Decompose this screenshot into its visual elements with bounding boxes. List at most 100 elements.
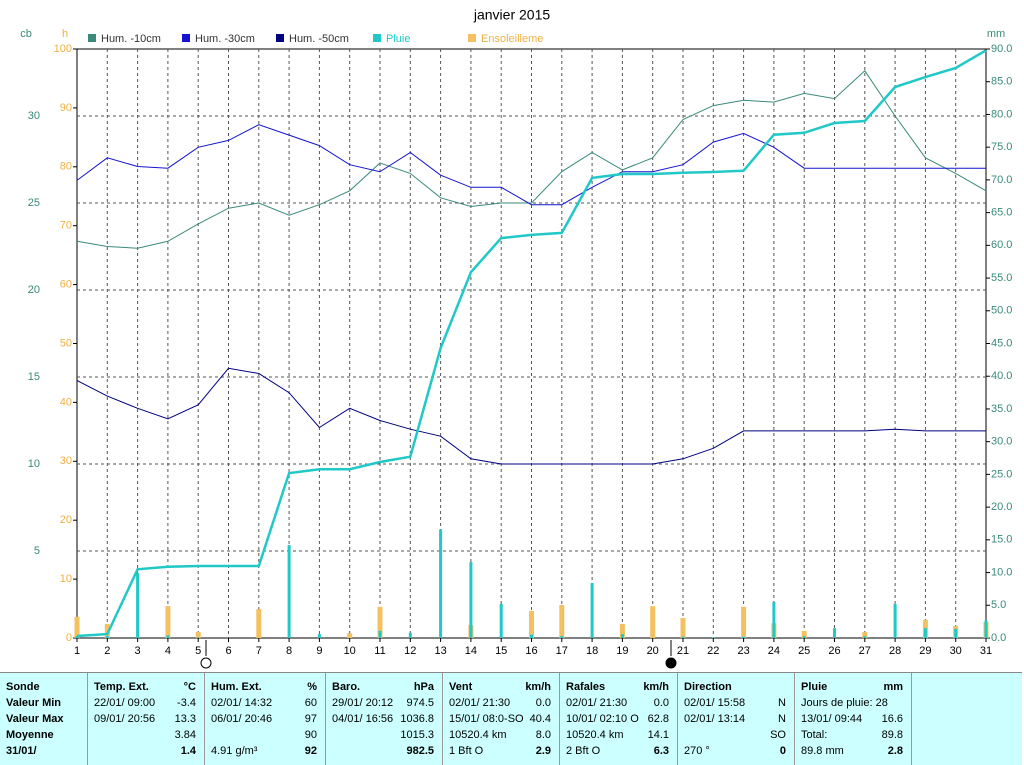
bar [165,606,171,638]
bar [469,562,473,638]
bar [166,635,170,638]
x-tick-label: 17 [556,645,568,657]
y2-tick-label: 90.0 [991,43,1012,55]
bar [317,634,321,638]
y3-tick-label: 10 [60,573,72,585]
x-tick-label: 19 [616,645,628,657]
cell-left: 10/01/ 02:10 O [566,713,639,725]
x-tick-label: 21 [677,645,689,657]
legend-label: Pluie [386,33,410,45]
cell-left: 10520.4 km [449,729,507,741]
bar [195,632,201,638]
panel-unit: °C [183,681,196,693]
bar [196,637,200,638]
x-tick-label: 20 [647,645,659,657]
x-tick-label: 30 [950,645,962,657]
y3-tick-label: 50 [60,337,72,349]
y2-tick-label: 75.0 [991,141,1012,153]
y-tick-label: 10 [28,458,40,470]
x-tick-label: 25 [798,645,810,657]
y2-tick-label: 50.0 [991,305,1012,317]
cell-right: 14.1 [647,729,669,741]
cell-left: 1 Bft O [449,745,484,757]
cell-right: 1.4 [180,745,196,757]
x-tick-label: 12 [404,645,416,657]
y2-tick-label: 35.0 [991,403,1012,415]
legend-label: Hum. -30cm [195,33,255,45]
bar [923,628,927,638]
cell-left: 13/01/ 09:44 [801,713,863,725]
cell-right: 60 [304,697,317,709]
cell-right: 13.3 [174,713,196,725]
panel: Baro. hPa 29/01/ 20:12 974.5 04/01/ 16:56 103… [326,673,443,765]
cell-left: 02/01/ 14:32 [211,697,273,709]
bar [105,636,109,638]
bar [620,634,624,638]
bar [74,616,80,638]
x-tick-label: 11 [374,645,385,657]
x-tick-label: 26 [828,645,840,657]
cell-right: 974.5 [406,697,434,709]
bar [75,636,79,638]
bar [560,636,564,638]
x-tick-label: 23 [737,645,749,657]
y2-tick-label: 30.0 [991,436,1012,448]
cell-right: SO [770,729,786,741]
panel-unit: km/h [525,681,551,693]
cell-right: 40.4 [529,713,551,725]
row-label: Moyenne [6,729,54,741]
cell-right: 90 [304,729,317,741]
y-tick-label: 30 [28,110,40,122]
y-tick-label: 5 [34,545,40,557]
cell-right: 0 [779,745,786,757]
x-tick-label: 9 [316,645,322,657]
cell-left: 02/01/ 13:14 [684,713,746,725]
cell-left: 02/01/ 21:30 [449,697,511,709]
cell-left: 02/01/ 21:30 [566,697,628,709]
panel-title: Pluie [801,681,828,693]
x-tick-label: 2 [104,645,110,657]
bar [833,628,836,638]
bar [287,545,291,638]
x-tick-label: 1 [74,645,80,657]
cell-right: 16.6 [881,713,903,725]
legend-swatch [468,34,476,42]
bar [772,602,776,638]
summary-table: Sonde Valeur Min Valeur Max Moyenne 31/01/Te… [0,672,1022,765]
bar [590,583,594,638]
y2-tick-label: 10.0 [991,566,1012,578]
bar [862,632,868,638]
panel: Temp. Ext. °C 22/01/ 09:00 -3.4 09/01/ 20:56… [88,673,205,765]
cell-left: 15/01/ 08:0-SO [449,713,524,725]
chart-title: janvier 2015 [473,7,550,23]
cell-right: 982.5 [406,745,434,757]
bar [984,620,988,638]
legend-swatch [373,34,381,42]
cell-right: 97 [304,713,317,725]
y2-tick-label: 45.0 [991,337,1012,349]
bar [136,573,140,638]
bar [741,606,747,638]
cell-right: 8.0 [535,729,551,741]
panel-unit: hPa [413,681,434,693]
x-tick-label: 18 [586,645,598,657]
panel-unit: km/h [643,681,669,693]
y3-tick-label: 90 [60,102,72,114]
x-tick-label: 6 [225,645,231,657]
panel-title: Baro. [332,681,361,693]
y3-tick-label: 20 [60,514,72,526]
cell-left: 270 ° [684,745,710,757]
cell-right: 2.9 [535,745,551,757]
y2-tick-label: 20.0 [991,501,1012,513]
x-tick-label: 5 [195,645,201,657]
bar [377,606,383,638]
y3-tick-label: 0 [66,632,72,644]
panel-unit: % [307,681,317,693]
bar [378,630,382,638]
cell-right: N [778,713,786,725]
x-tick-label: 7 [256,645,262,657]
x-tick-label: 31 [980,645,992,657]
y2-tick-label: 15.0 [991,534,1012,546]
bar [802,636,806,638]
